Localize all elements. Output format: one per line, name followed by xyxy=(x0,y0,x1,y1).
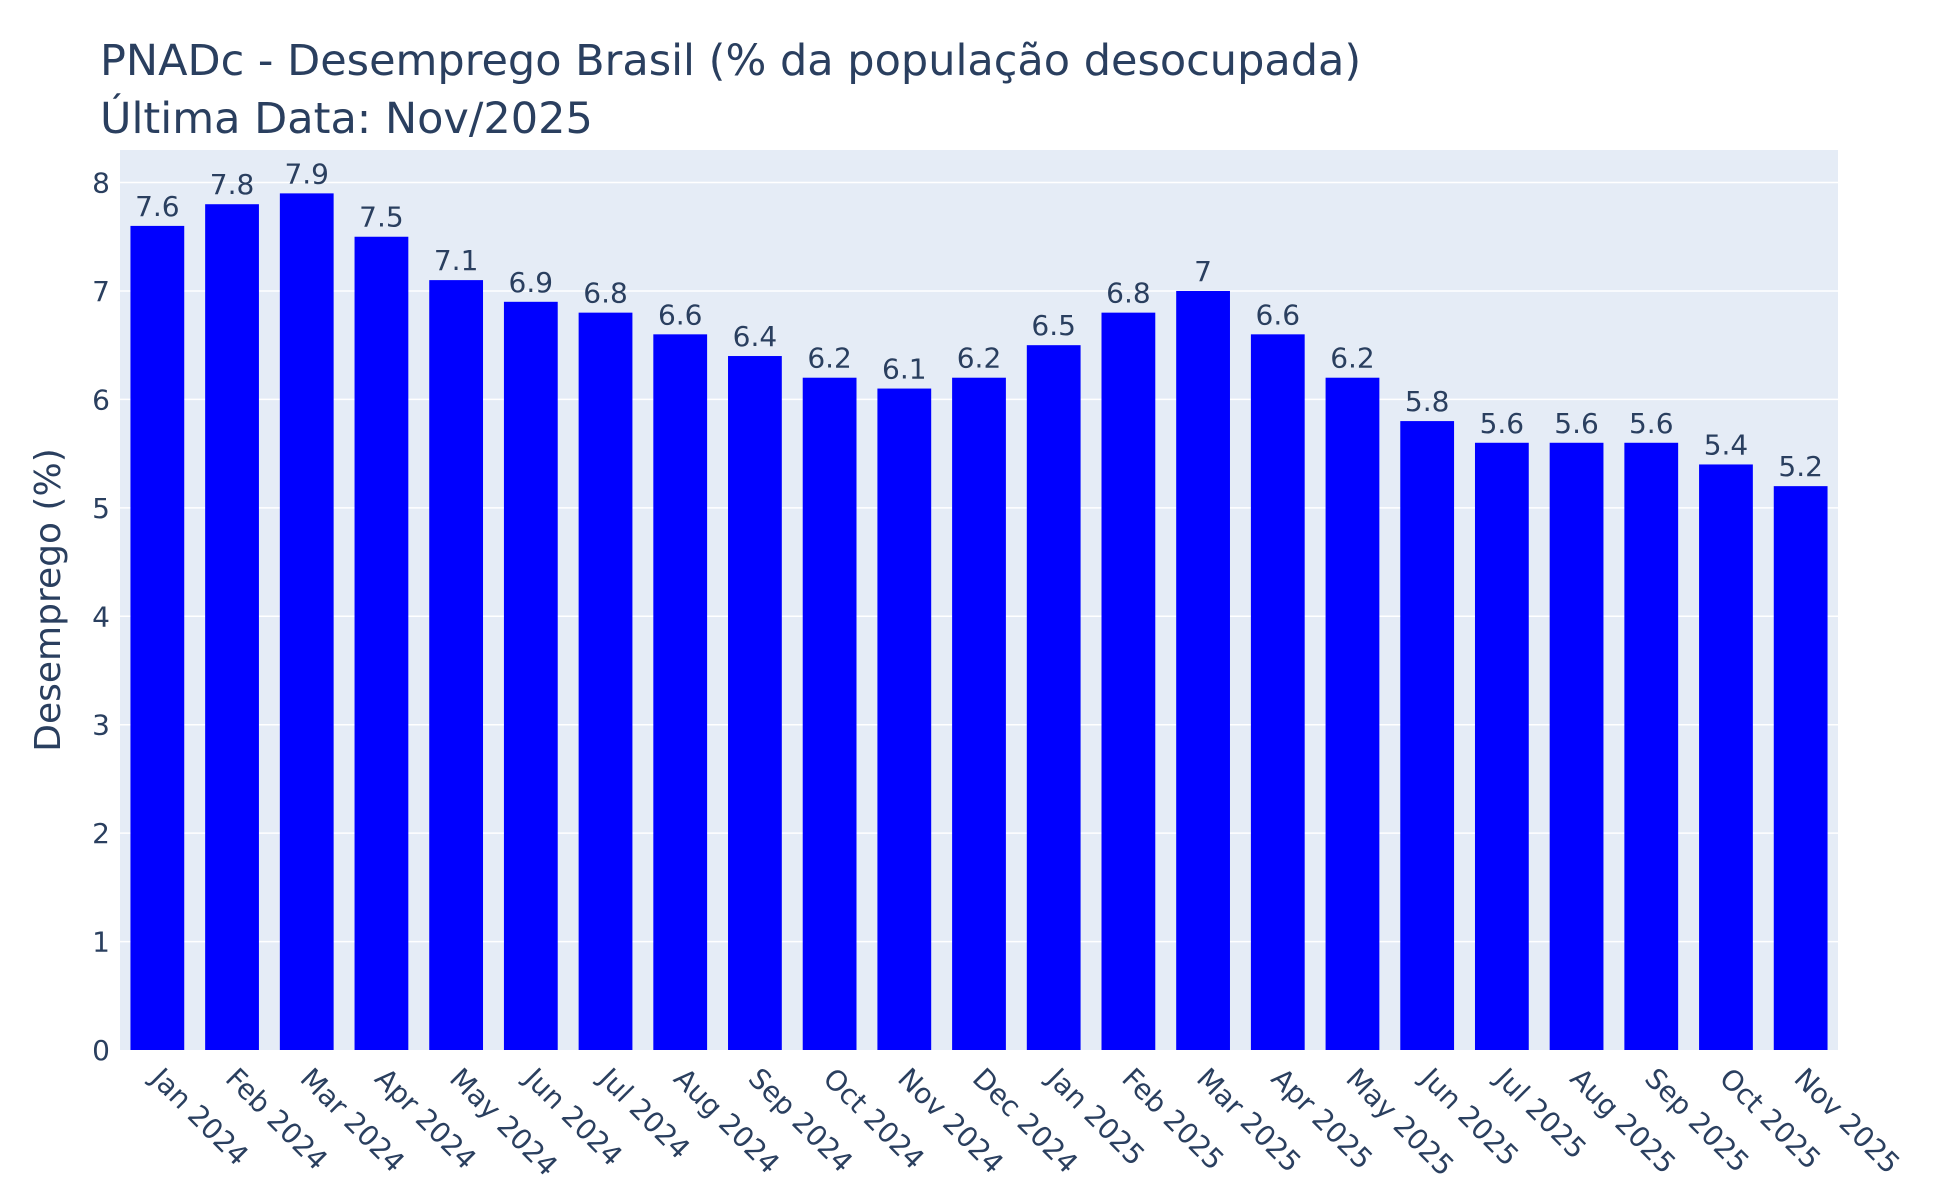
data-label: 7 xyxy=(1194,255,1212,288)
data-label: 7.9 xyxy=(284,157,329,190)
bar xyxy=(877,388,932,1051)
data-label: 5.6 xyxy=(1554,407,1599,440)
bar xyxy=(130,225,185,1050)
bar xyxy=(1400,421,1455,1050)
bar xyxy=(1624,442,1679,1050)
y-tick-label: 3 xyxy=(92,709,110,742)
y-tick-label: 5 xyxy=(92,492,110,525)
y-tick-label: 4 xyxy=(92,600,110,633)
data-label: 6.2 xyxy=(1330,342,1375,375)
bar xyxy=(205,204,259,1051)
data-label: 5.6 xyxy=(1629,407,1674,440)
bars xyxy=(130,193,1828,1051)
data-label: 5.4 xyxy=(1704,428,1749,461)
chart-title: PNADc - Desemprego Brasil (% da populaçã… xyxy=(100,36,1362,86)
data-label: 7.5 xyxy=(359,201,404,234)
bar xyxy=(279,193,334,1051)
data-label: 6.8 xyxy=(583,277,628,310)
chart-title-block: PNADc - Desemprego Brasil (% da populaçã… xyxy=(100,32,1361,148)
bar xyxy=(1026,345,1081,1050)
bar xyxy=(503,301,558,1050)
y-axis-ticks: 0 1 2 3 4 5 6 7 8 xyxy=(92,167,110,1067)
data-label: 6.4 xyxy=(733,320,778,353)
bar xyxy=(653,334,708,1050)
bar xyxy=(728,356,782,1050)
y-tick-label: 2 xyxy=(92,817,110,850)
bar xyxy=(1699,464,1753,1050)
chart-subtitle: Última Data: Nov/2025 xyxy=(100,94,593,144)
data-label: 5.2 xyxy=(1778,450,1823,483)
data-label: 6.2 xyxy=(807,342,852,375)
data-label: 6.6 xyxy=(1256,298,1301,331)
bar xyxy=(354,236,409,1050)
y-tick-label: 0 xyxy=(92,1034,110,1067)
bar xyxy=(1176,290,1230,1050)
data-label: 6.2 xyxy=(957,342,1002,375)
bar xyxy=(1474,442,1529,1050)
bar xyxy=(1250,334,1305,1050)
bar xyxy=(429,280,484,1050)
data-labels: 7.6 7.8 7.9 7.5 7.1 6.9 6.8 6.6 6.4 6.2 6.1 6.2 6.5 6… xyxy=(135,157,1823,483)
bar xyxy=(1101,312,1156,1050)
bar xyxy=(1325,377,1380,1051)
bar xyxy=(1549,442,1604,1050)
data-label: 6.6 xyxy=(658,298,703,331)
data-label: 7.8 xyxy=(210,168,255,201)
data-label: 6.8 xyxy=(1106,277,1151,310)
bar xyxy=(578,312,633,1050)
y-axis-title: Desemprego (%) xyxy=(28,448,69,751)
y-tick-label: 6 xyxy=(92,383,110,416)
data-label: 5.8 xyxy=(1405,385,1450,418)
y-tick-label: 1 xyxy=(92,926,110,959)
data-label: 6.1 xyxy=(882,353,927,386)
bar xyxy=(952,377,1006,1051)
bar xyxy=(1773,486,1828,1050)
data-label: 6.9 xyxy=(509,266,554,299)
y-tick-label: 8 xyxy=(92,167,110,200)
data-label: 7.1 xyxy=(434,244,479,277)
data-label: 5.6 xyxy=(1480,407,1525,440)
y-tick-label: 7 xyxy=(92,275,110,308)
data-label: 6.5 xyxy=(1031,309,1076,342)
bar xyxy=(802,377,857,1051)
data-label: 7.6 xyxy=(135,190,180,223)
